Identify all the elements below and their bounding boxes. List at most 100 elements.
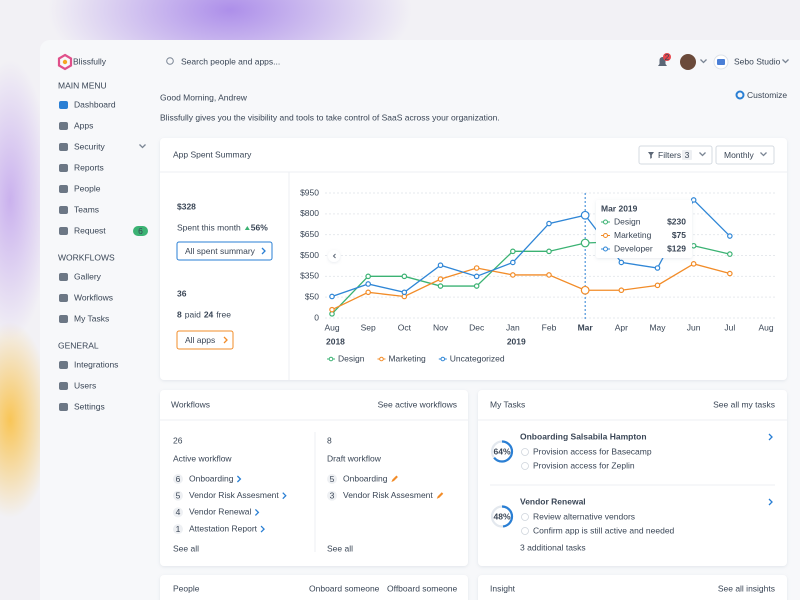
- workflow-item-count: 6: [176, 474, 181, 484]
- subtask[interactable]: Provision access for Zeplin: [533, 460, 635, 470]
- data-point: [580, 238, 590, 248]
- chevron-icon: [768, 498, 773, 506]
- data-point: [437, 276, 444, 282]
- card-link[interactable]: See active workflows: [378, 399, 457, 409]
- legend-label: Uncategorized: [450, 353, 505, 363]
- card-link[interactable]: See all: [173, 543, 199, 553]
- tooltip-name: Developer: [614, 243, 653, 253]
- tasks-card: [478, 390, 787, 566]
- data-point: [727, 270, 733, 277]
- workflow-item[interactable]: Vendor Renewal: [189, 507, 251, 517]
- sidebar-item[interactable]: Dashboard: [74, 99, 116, 109]
- workflow-label: Draft workflow: [327, 453, 382, 463]
- legend-swatch: [440, 356, 446, 362]
- x-tick-label: Jan: [506, 322, 520, 332]
- subtask[interactable]: Review alternative vendors: [533, 511, 635, 521]
- sidebar-section-title: GENERAL: [58, 340, 99, 350]
- progress-ring: [490, 440, 514, 463]
- card-link[interactable]: See all my tasks: [713, 399, 775, 409]
- data-point: [510, 272, 516, 278]
- chevron-icon: [768, 433, 773, 441]
- sidebar-item[interactable]: Workflows: [74, 292, 113, 302]
- subtask[interactable]: Provision access for Basecamp: [533, 446, 652, 456]
- x-tick-label: Apr: [615, 322, 628, 332]
- x-year-label: 2018: [326, 336, 345, 346]
- avatar[interactable]: [680, 54, 696, 70]
- spend-card: [160, 138, 787, 380]
- workflow-item[interactable]: Onboarding: [189, 473, 234, 483]
- tooltip-value: $75: [672, 230, 686, 240]
- sidebar-item[interactable]: Settings: [74, 401, 105, 411]
- search-input[interactable]: Search people and apps...: [181, 56, 280, 66]
- filter-icon: [648, 152, 654, 159]
- customize-link[interactable]: Customize: [747, 90, 787, 100]
- all-apps-button[interactable]: [176, 330, 234, 350]
- apps-breakdown: paid: [185, 309, 201, 319]
- legend-label: Marketing: [388, 353, 426, 363]
- x-tick-label: Jun: [687, 322, 701, 332]
- sidebar-item[interactable]: My Tasks: [74, 313, 109, 323]
- subtask[interactable]: Confirm app is still active and needed: [533, 525, 675, 535]
- insight-card: [478, 575, 787, 600]
- subtask-check: [521, 462, 529, 470]
- card-link[interactable]: Onboard someone: [309, 583, 380, 593]
- sidebar-item[interactable]: People: [74, 183, 101, 193]
- edit-icon: [436, 492, 444, 499]
- notification-badge: [663, 53, 671, 61]
- subtask-check: [521, 513, 529, 521]
- period-select[interactable]: [715, 145, 775, 165]
- card-link[interactable]: See all insights: [718, 583, 775, 593]
- workflow-item[interactable]: Vendor Risk Assesment: [343, 490, 433, 500]
- up-arrow-icon: [244, 226, 250, 230]
- spent-summary-label: All spent summary: [185, 246, 256, 256]
- task-title[interactable]: Onboarding Salsabila Hampton: [520, 431, 647, 441]
- y-tick-label: $500: [300, 250, 319, 260]
- tooltip-swatch: [603, 219, 608, 225]
- filters-button[interactable]: [638, 145, 713, 165]
- workspace-name[interactable]: Sebo Studio: [734, 56, 781, 66]
- legend-label: Design: [338, 353, 365, 363]
- sidebar-item[interactable]: Teams: [74, 204, 99, 214]
- brand-name[interactable]: Blissfully: [73, 56, 107, 66]
- task-title[interactable]: Vendor Renewal: [520, 496, 586, 506]
- spent-summary-button[interactable]: [176, 241, 273, 261]
- data-point: [329, 306, 335, 313]
- workflow-item-count: 3: [330, 490, 335, 500]
- subtask-check: [521, 448, 529, 456]
- data-point: [580, 210, 590, 220]
- y-tick-label: $800: [300, 208, 319, 218]
- sidebar-item[interactable]: Reports: [74, 162, 104, 172]
- workflow-item-count: 4: [176, 507, 181, 517]
- brand-logo: [57, 53, 73, 71]
- chevron-icon: [260, 525, 265, 533]
- sidebar-icon: [59, 122, 68, 130]
- search-icon: [166, 57, 174, 65]
- workflow-item[interactable]: Attestation Report: [189, 523, 258, 533]
- card-title: Insight: [490, 583, 516, 593]
- task-more-link[interactable]: 3 additional tasks: [520, 542, 586, 552]
- spent-label: Spent this month: [177, 222, 241, 232]
- data-point: [510, 259, 516, 266]
- sidebar-item[interactable]: Gallery: [74, 271, 102, 281]
- card-link[interactable]: See all: [327, 543, 353, 553]
- y-tick-label: $350: [300, 271, 319, 281]
- sidebar-item[interactable]: Apps: [74, 120, 93, 130]
- workflow-item[interactable]: Onboarding: [343, 473, 388, 483]
- card-link[interactable]: Offboard someone: [387, 583, 458, 593]
- series-line: [331, 263, 731, 311]
- workflow-item[interactable]: Vendor Risk Assesment: [189, 490, 279, 500]
- tooltip-value: $230: [667, 216, 686, 226]
- sidebar-item[interactable]: Users: [74, 380, 96, 390]
- tooltip-value: $129: [667, 243, 686, 253]
- card-title: Workflows: [171, 399, 210, 409]
- workflow-count-badge: [173, 524, 183, 535]
- chevron-icon: [236, 475, 242, 483]
- data-point: [690, 261, 697, 267]
- y-tick-label: $650: [300, 229, 319, 239]
- sidebar-item[interactable]: Security: [74, 141, 105, 151]
- tooltip-swatch: [603, 233, 608, 238]
- data-point: [365, 273, 371, 280]
- sidebar-item[interactable]: Request: [74, 225, 106, 235]
- sidebar-item[interactable]: Integrations: [74, 359, 118, 369]
